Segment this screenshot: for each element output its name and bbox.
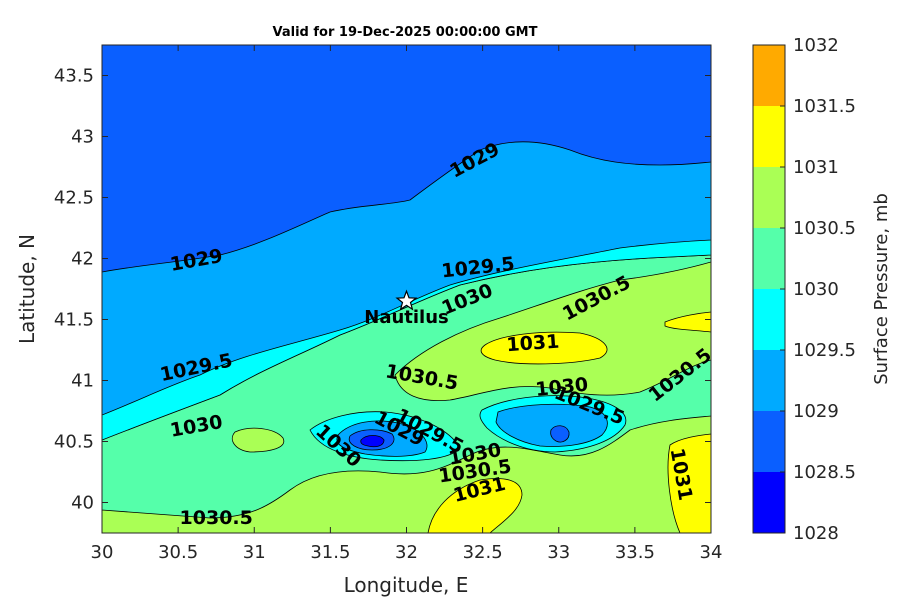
y-tick-label: 41.5 bbox=[54, 310, 94, 331]
colorbar-tick-label: 1029 bbox=[793, 401, 839, 422]
y-tick-label: 40.5 bbox=[54, 432, 94, 453]
y-tick-label: 42.5 bbox=[54, 188, 94, 209]
location-marker[interactable]: Nautilus bbox=[364, 289, 449, 328]
colorbar-tick-label: 1030.5 bbox=[793, 218, 856, 239]
colorbar-tick-label: 1029.5 bbox=[793, 340, 856, 361]
contour-fill-1031-south bbox=[427, 478, 523, 533]
x-tick-label: 30.5 bbox=[158, 542, 198, 563]
x-tick-label: 33.5 bbox=[615, 542, 655, 563]
star-icon[interactable] bbox=[395, 289, 418, 311]
contour-fill-1030-5-south bbox=[102, 415, 711, 533]
contour-fill-1030-5-west bbox=[231, 427, 285, 453]
colorbar-swatch bbox=[753, 167, 785, 228]
chart-title: Valid for 19-Dec-2025 00:00:00 GMT bbox=[273, 25, 538, 40]
colorbar-swatch bbox=[753, 411, 785, 472]
contour-fill-1028-5-north bbox=[102, 45, 711, 273]
x-tick-label: 31 bbox=[243, 542, 266, 563]
x-tick-label: 32.5 bbox=[463, 542, 503, 563]
y-tick-label: 40 bbox=[71, 493, 94, 514]
x-tick-label: 30 bbox=[91, 542, 114, 563]
x-axis: 30 30.5 31 31.5 32 32.5 33 33.5 34 bbox=[91, 45, 723, 563]
contour-label: 1030 bbox=[534, 374, 589, 401]
colorbar-tick-label: 1031.5 bbox=[793, 96, 856, 117]
colorbar-tick-label: 1031 bbox=[793, 157, 839, 178]
colorbar-tick-label: 1028 bbox=[793, 523, 839, 544]
contour-fill-1029-low-east bbox=[495, 403, 608, 447]
contour-fill-1030-5-central bbox=[394, 261, 711, 401]
contour-fill-1028-low-west bbox=[360, 435, 385, 448]
contour-fill-1031-northeast bbox=[664, 311, 711, 333]
colorbar-swatch bbox=[753, 289, 785, 350]
colorbar-swatch bbox=[753, 45, 785, 106]
y-axis-label: Latitude, N bbox=[15, 234, 39, 344]
colorbar: 1028 1028.5 1029 1029.5 1030 1030.5 1031 1031.5… bbox=[752, 35, 856, 544]
y-tick-label: 42 bbox=[71, 249, 94, 270]
y-tick-label: 43 bbox=[71, 127, 94, 148]
contour-fill-1031-southeast bbox=[667, 433, 711, 533]
colorbar-tick-label: 1032 bbox=[793, 35, 839, 56]
x-axis-label: Longitude, E bbox=[344, 573, 469, 597]
contour-label: 1031 bbox=[506, 331, 560, 357]
marker-label: Nautilus bbox=[364, 307, 449, 328]
y-tick-label: 43.5 bbox=[54, 66, 94, 87]
colorbar-swatch bbox=[753, 472, 785, 533]
contour-fill-1031-central bbox=[480, 331, 608, 365]
x-tick-label: 34 bbox=[700, 542, 723, 563]
colorbar-swatch bbox=[753, 350, 785, 411]
colorbar-label: Surface Pressure, mb bbox=[871, 193, 892, 385]
x-tick-label: 32 bbox=[395, 542, 418, 563]
colorbar-swatch bbox=[753, 106, 785, 167]
y-axis: 40 40.5 41 41.5 42 42.5 43 43.5 bbox=[54, 66, 711, 514]
colorbar-tick-label: 1030 bbox=[793, 279, 839, 300]
contour-label: 1030.5 bbox=[180, 507, 253, 529]
x-tick-label: 31.5 bbox=[310, 542, 350, 563]
colorbar-tick-label: 1028.5 bbox=[793, 462, 856, 483]
plot-area[interactable] bbox=[102, 45, 711, 533]
y-tick-label: 41 bbox=[71, 371, 94, 392]
x-tick-label: 33 bbox=[547, 542, 570, 563]
colorbar-swatch bbox=[753, 228, 785, 289]
contour-fill-1028-5-low-east bbox=[550, 425, 570, 443]
